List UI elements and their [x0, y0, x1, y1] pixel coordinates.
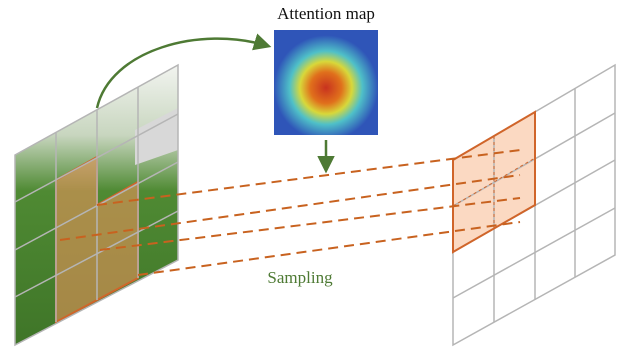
attention-map-title: Attention map [277, 4, 375, 23]
sampling-label: Sampling [267, 268, 333, 287]
attention-map-image [274, 30, 378, 135]
diagram: Attention map Sampling [0, 0, 621, 349]
